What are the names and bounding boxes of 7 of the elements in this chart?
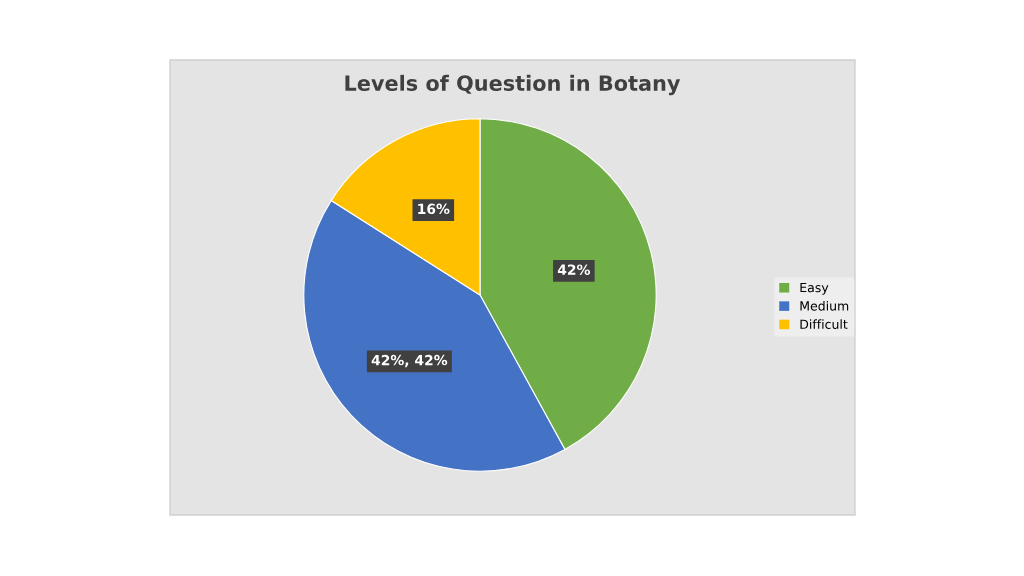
legend-label: Medium [800, 300, 849, 311]
data-label: 16% [418, 203, 450, 215]
legend-label: Easy [800, 282, 829, 295]
data-label: 42% [557, 264, 591, 275]
data-label: 42%, 42% [371, 354, 448, 368]
chart-title: Levels of Question in Botany [345, 74, 681, 96]
legend-label: Difficult [800, 319, 848, 329]
